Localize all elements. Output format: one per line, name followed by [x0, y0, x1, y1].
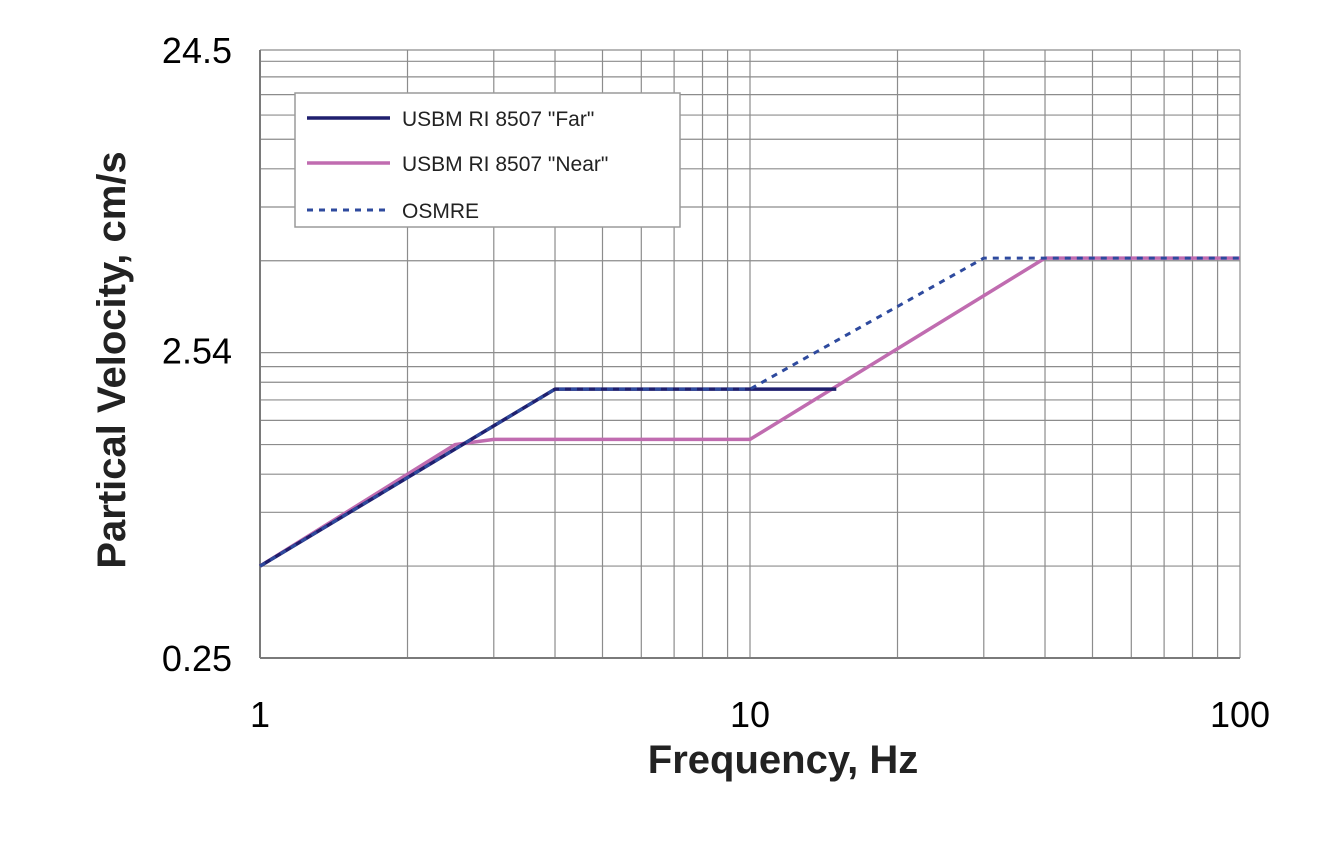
legend-label-2: OSMRE	[402, 200, 479, 223]
x-tick-label: 10	[730, 694, 770, 735]
x-axis-title: Frequency, Hz	[648, 738, 918, 782]
legend-box	[294, 92, 681, 228]
y-tick-labels: 0.25 2.54 24.5	[162, 30, 232, 679]
x-tick-labels: 1 10 100	[250, 694, 1270, 735]
y-tick-label: 24.5	[162, 30, 232, 71]
y-axis-title: Partical Velocity, cm/s	[90, 151, 134, 568]
series-line-2	[259, 256, 1240, 568]
legend-label-0: USBM RI 8507 "Far"	[402, 108, 594, 131]
y-tick-label: 0.25	[162, 638, 232, 679]
legend-label-1: USBM RI 8507 "Near"	[402, 153, 608, 176]
legend: USBM RI 8507 "Far" USBM RI 8507 "Near" OSM…	[294, 92, 681, 228]
series-lines	[259, 256, 1240, 568]
x-tick-label: 1	[250, 694, 270, 735]
y-tick-label: 2.54	[162, 331, 232, 372]
x-tick-label: 100	[1210, 694, 1270, 735]
